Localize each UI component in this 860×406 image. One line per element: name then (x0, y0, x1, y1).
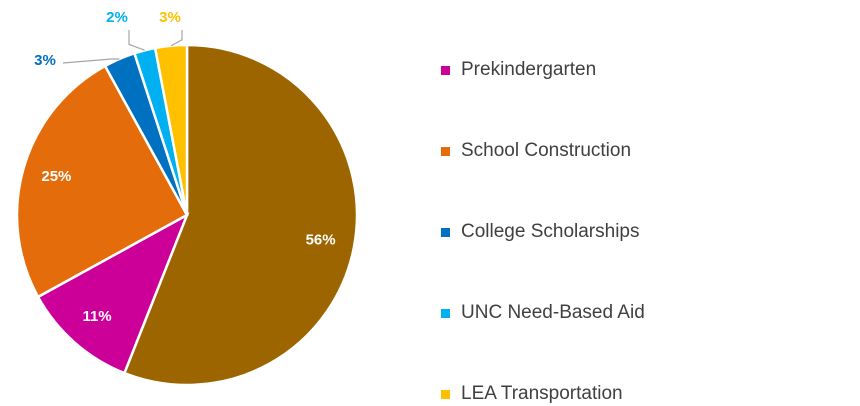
legend-marker (441, 147, 450, 156)
data-label: 3% (34, 52, 56, 69)
pie-slice (36, 212, 190, 375)
data-label: 56% (306, 231, 336, 248)
data-label: 11% (82, 308, 111, 325)
legend-label: LEA Transportation (461, 383, 623, 404)
legend-marker (441, 66, 450, 75)
legend-label: UNC Need-Based Aid (461, 302, 645, 323)
leader-line (128, 30, 145, 51)
legend-marker (441, 309, 450, 318)
legend-marker (441, 390, 450, 399)
leader-line (170, 30, 183, 47)
pie-slice (153, 43, 189, 216)
data-label: 3% (159, 9, 181, 26)
pie-slice (122, 43, 359, 387)
legend-marker (441, 228, 450, 237)
data-label: 2% (106, 9, 128, 26)
data-label: 25% (41, 168, 71, 185)
legend-label: Prekindergarten (461, 59, 596, 80)
leader-line (62, 58, 120, 64)
legend-label: School Construction (461, 140, 631, 161)
legend-label: College Scholarships (461, 221, 640, 242)
pie-slice (15, 64, 189, 299)
